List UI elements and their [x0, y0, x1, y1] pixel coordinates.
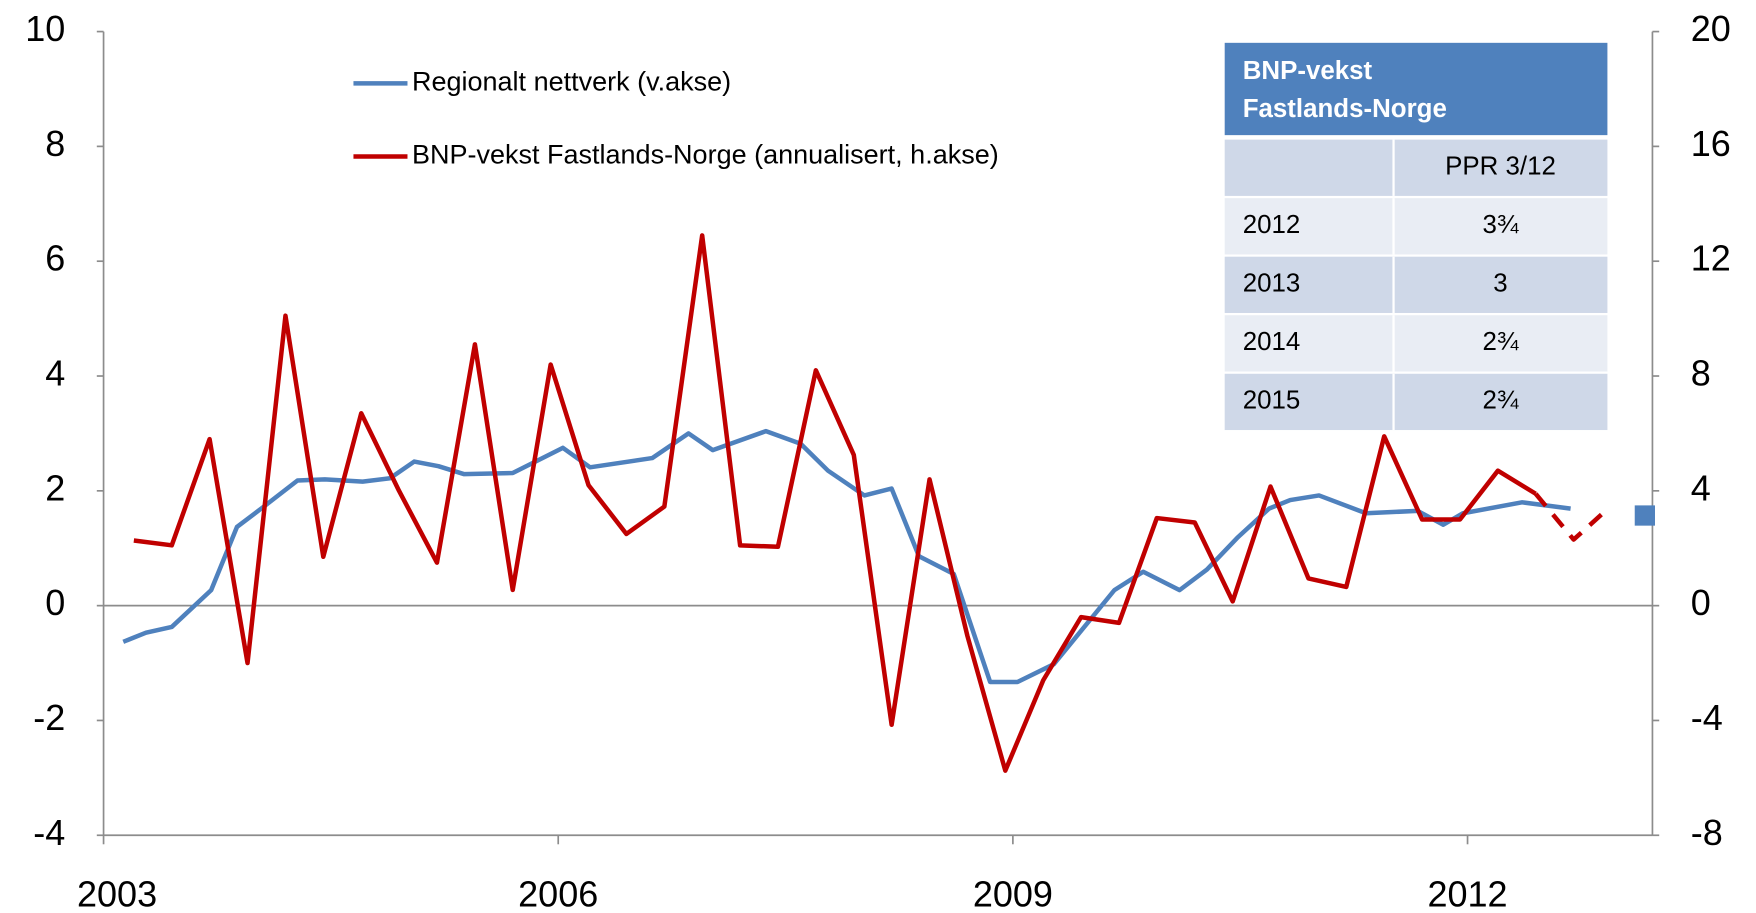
- y-tick-label: 0: [45, 582, 65, 623]
- table-title: Fastlands-Norge: [1243, 95, 1447, 123]
- marker: [1634, 505, 1655, 526]
- y2-tick-label: -8: [1691, 812, 1723, 853]
- table-cell: 2013: [1243, 270, 1301, 298]
- y-tick-label: 8: [45, 123, 65, 164]
- table-cell: 2¾: [1482, 387, 1518, 415]
- table-cell: 3: [1493, 270, 1507, 298]
- y-tick-label: 10: [25, 8, 65, 49]
- x-tick-label: 2009: [973, 874, 1053, 913]
- x-tick-label: 2003: [77, 874, 157, 913]
- y2-tick-label: 16: [1691, 123, 1731, 164]
- y-tick-label: 2: [45, 467, 65, 508]
- table-row-bg: [1224, 198, 1608, 255]
- table-title-bg: [1224, 42, 1608, 136]
- y2-tick-label: 0: [1691, 582, 1711, 623]
- x-tick-label: 2012: [1427, 874, 1507, 913]
- table-cell: 2014: [1243, 328, 1301, 356]
- table-header-bg: [1224, 139, 1608, 196]
- legend-label: Regionalt nettverk (v.akse): [412, 66, 731, 96]
- table-cell: 2015: [1243, 387, 1301, 415]
- y-tick-label: -2: [33, 697, 65, 738]
- y2-tick-label: 12: [1691, 238, 1731, 279]
- table-row-bg: [1224, 373, 1608, 431]
- x-tick-label: 2006: [518, 874, 598, 913]
- table-row-bg: [1224, 315, 1608, 372]
- y2-tick-label: 20: [1691, 8, 1731, 49]
- series-line: [122, 428, 1571, 685]
- y2-tick-label: 8: [1691, 353, 1711, 394]
- table-header: PPR 3/12: [1445, 153, 1556, 181]
- y-tick-label: 4: [45, 353, 65, 394]
- y-tick-label: -4: [33, 812, 65, 853]
- y-tick-label: 6: [45, 238, 65, 279]
- series-line: [133, 233, 1537, 773]
- legend-label: BNP-vekst Fastlands-Norge (annualisert, …: [412, 140, 999, 170]
- y2-tick-label: 4: [1691, 467, 1711, 508]
- table-cell: 2¾: [1482, 328, 1518, 356]
- table-cell: 2012: [1243, 211, 1301, 239]
- table-title: BNP-vekst: [1243, 57, 1373, 85]
- table-row-bg: [1224, 256, 1608, 313]
- projection-line: [1533, 492, 1606, 542]
- y2-tick-label: -4: [1691, 697, 1723, 738]
- table-cell: 3¾: [1482, 211, 1518, 239]
